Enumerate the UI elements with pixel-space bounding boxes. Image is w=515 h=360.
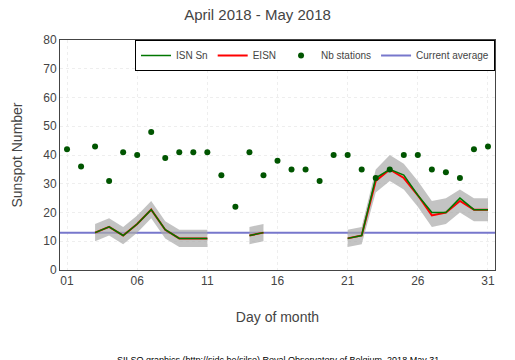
svg-text:20: 20 <box>43 206 57 220</box>
svg-text:Day of month: Day of month <box>236 309 319 325</box>
svg-text:80: 80 <box>43 33 57 47</box>
svg-text:40: 40 <box>43 148 57 162</box>
svg-text:April 2018 - May 2018: April 2018 - May 2018 <box>184 6 331 23</box>
svg-text:11: 11 <box>201 274 214 288</box>
svg-text:21: 21 <box>341 274 355 288</box>
svg-text:31: 31 <box>481 274 495 288</box>
svg-text:50: 50 <box>43 119 57 133</box>
svg-text:06: 06 <box>131 274 145 288</box>
svg-text:Nb stations: Nb stations <box>321 50 371 61</box>
svg-text:01: 01 <box>60 274 74 288</box>
svg-text:Sunspot Number: Sunspot Number <box>9 102 25 207</box>
svg-text:0: 0 <box>50 263 57 277</box>
svg-text:Current average: Current average <box>416 50 489 61</box>
svg-text:SILSO graphics (http://sidc.be: SILSO graphics (http://sidc.be/silso) Ro… <box>117 355 439 360</box>
svg-text:EISN: EISN <box>253 50 276 61</box>
svg-text:60: 60 <box>43 91 57 105</box>
svg-text:30: 30 <box>43 177 57 191</box>
svg-text:10: 10 <box>43 234 57 248</box>
svg-text:ISN Sn: ISN Sn <box>176 50 208 61</box>
svg-text:16: 16 <box>271 274 285 288</box>
svg-text:26: 26 <box>411 274 425 288</box>
svg-text:70: 70 <box>43 62 57 76</box>
